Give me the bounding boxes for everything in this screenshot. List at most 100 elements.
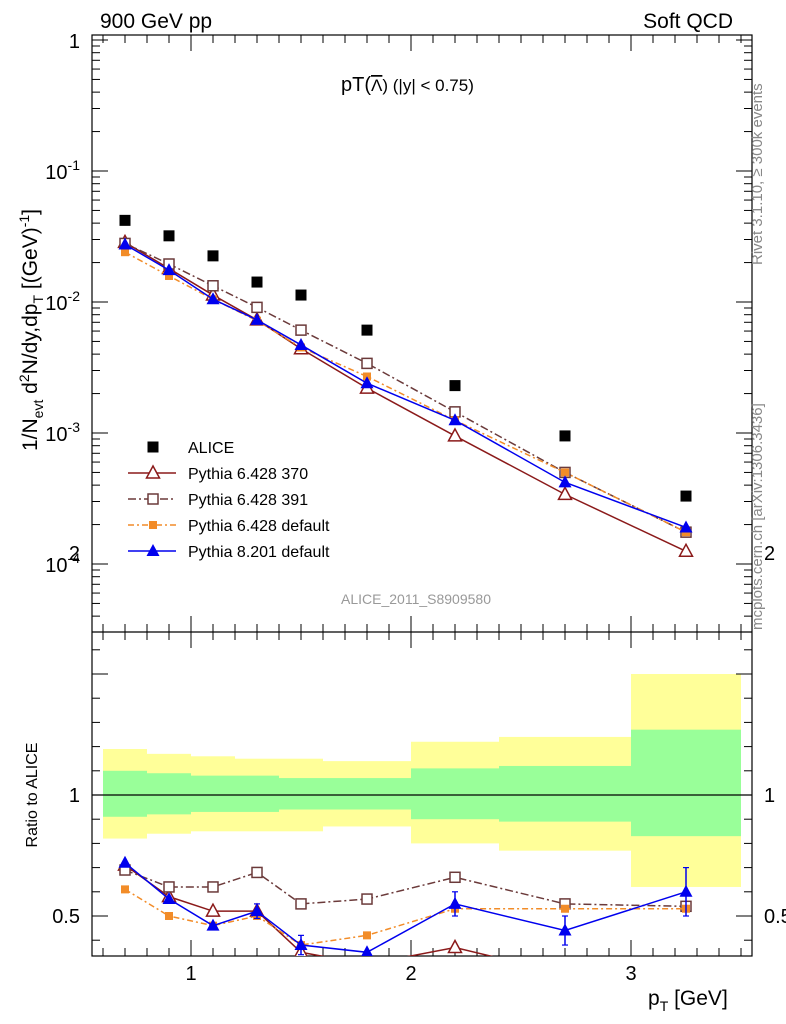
ratio-point — [165, 912, 173, 920]
y-tick-label: 1 — [69, 31, 80, 53]
plot-frame — [91, 34, 753, 957]
x-tick-label: 2 — [405, 963, 416, 985]
alice-data-point — [207, 250, 219, 262]
alice-data-point — [119, 214, 131, 226]
legend-marker — [146, 544, 160, 556]
green-band-bin — [279, 778, 323, 810]
green-band-bin — [499, 765, 631, 822]
mc-point — [121, 248, 129, 257]
main-title-symbol: Λ — [371, 76, 383, 95]
alice-data-point — [295, 289, 307, 301]
mc-point — [447, 427, 463, 442]
mc-point — [206, 292, 220, 305]
ratio-point — [207, 881, 219, 893]
mc-point — [448, 413, 462, 426]
legend-marker — [147, 493, 159, 505]
ratio-point — [363, 931, 371, 940]
main-title: pT(Λ) (|y| < 0.75) — [341, 74, 474, 96]
green-band-bin — [631, 729, 741, 837]
header-left-label: 900 GeV pp — [100, 10, 212, 33]
green-band-bin — [147, 773, 191, 815]
ratio-series-line — [124, 862, 687, 954]
ratio-y-tick-label-right: 1 — [764, 785, 775, 807]
ratio-point — [163, 881, 175, 893]
ratio-series-line — [124, 869, 687, 908]
legend-label: ALICE — [188, 440, 234, 457]
green-band-bin — [103, 770, 147, 817]
mc-point — [251, 301, 263, 314]
main-panel-marks — [117, 214, 694, 558]
mc-point — [361, 357, 373, 370]
legend-marker — [145, 464, 161, 479]
alice-data-point — [449, 380, 461, 392]
green-band-bin — [411, 768, 499, 820]
ratio-panel-marks — [117, 855, 693, 979]
ratio-point — [251, 866, 263, 879]
ratio-point — [680, 962, 693, 974]
mcplots-reference-label: mcplots.cern.ch [arXiv:1306.3436] — [749, 403, 766, 630]
ratio-point — [206, 918, 220, 931]
ratio-point — [558, 923, 572, 936]
header-right-label: Soft QCD — [643, 10, 733, 33]
green-band-bin — [235, 775, 279, 812]
mc-point — [118, 237, 132, 250]
mc-point — [165, 271, 173, 280]
ratio-y-tick-label: 2 — [69, 543, 80, 565]
y-tick-label: 10-4 — [45, 550, 80, 577]
x-tick-label: 3 — [625, 963, 636, 985]
ratio-point — [679, 884, 693, 897]
mc-point — [360, 376, 374, 389]
main-title-suffix: ) (|y| < 0.75) — [382, 76, 474, 95]
mc-point — [678, 542, 694, 558]
ratio-y-tick-label: 0.5 — [52, 906, 80, 928]
main-title-prefix: pT( — [341, 74, 371, 96]
ratio-point — [561, 904, 569, 913]
alice-data-point — [680, 490, 692, 502]
ratio-point — [205, 902, 221, 917]
y-tick-label: 10-2 — [45, 288, 80, 315]
legend-marker — [149, 521, 157, 529]
green-band-bin — [323, 778, 411, 810]
mc-point — [162, 263, 176, 276]
mc-point — [557, 485, 573, 501]
alice-data-point — [163, 230, 175, 242]
x-tick-label: 1 — [185, 963, 196, 985]
legend-label: Pythia 6.428 default — [188, 518, 330, 535]
ratio-y-tick-label-right: 0.5 — [764, 906, 786, 928]
ratio-point — [162, 892, 176, 905]
uncertainty-bands — [92, 674, 752, 887]
ratio-point — [559, 967, 572, 979]
x-axis-label: pT [GeV] — [648, 987, 728, 1014]
ratio-point — [121, 885, 129, 894]
ratio-y-axis-label: Ratio to ALICE — [24, 743, 41, 848]
ratio-y-tick-label-right: 2 — [764, 543, 775, 565]
ratio-point — [361, 893, 373, 905]
y-tick-label: 10-1 — [45, 157, 80, 184]
main-y-axis-label: 1/Nevt d2N/dy,dpT [(GeV)-1] — [16, 209, 46, 451]
ratio-point — [366, 955, 368, 956]
ratio-series-line — [124, 888, 686, 946]
green-band-bin — [191, 775, 235, 812]
ratio-point — [294, 938, 308, 951]
ratio-point — [361, 945, 373, 956]
analysis-watermark: ALICE_2011_S8909580 — [341, 591, 491, 607]
mc-point — [207, 280, 219, 292]
legend: ALICE Pythia 6.428 370 Pythia 6.428 391 Pyt… — [128, 440, 330, 561]
alice-data-point — [559, 430, 571, 442]
alice-data-point — [361, 324, 373, 336]
legend-label: Pythia 8.201 default — [188, 544, 330, 561]
y-tick-label: 10-3 — [45, 419, 80, 446]
mc-point — [250, 312, 264, 325]
mc-point — [294, 337, 308, 350]
legend-label: Pythia 6.428 391 — [188, 492, 308, 509]
ratio-point — [295, 898, 307, 910]
ratio-point — [118, 855, 132, 868]
legend-marker — [147, 441, 159, 453]
legend-label: Pythia 6.428 370 — [188, 466, 308, 483]
mc-point — [558, 475, 572, 488]
ratio-point — [448, 896, 462, 909]
mc-point — [561, 468, 569, 477]
rivet-version-label: Rivet 3.1.10, ≥ 300k events — [749, 83, 766, 265]
ratio-point — [250, 904, 264, 917]
